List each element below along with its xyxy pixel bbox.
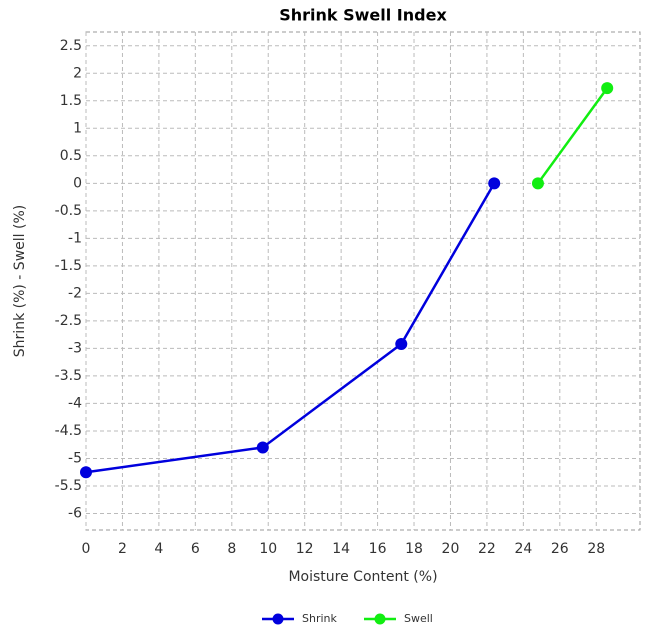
legend-label: Shrink (302, 612, 338, 625)
data-point (601, 82, 614, 95)
x-tick-label: 16 (369, 541, 387, 557)
y-tick-label: 0.5 (60, 148, 82, 164)
x-tick-label: 20 (442, 541, 460, 557)
x-tick-label: 6 (191, 541, 200, 557)
y-tick-label: 2 (73, 65, 82, 81)
data-point (531, 177, 544, 190)
legend-marker (272, 613, 284, 625)
legend-label: Swell (404, 612, 433, 625)
data-point (395, 338, 408, 351)
y-tick-label: 0 (73, 175, 82, 191)
data-point (256, 441, 269, 454)
chart-title: Shrink Swell Index (279, 6, 447, 25)
y-tick-label: -3 (68, 340, 82, 356)
x-tick-label: 0 (82, 541, 91, 557)
y-tick-label: -4.5 (55, 423, 82, 439)
series-line (536, 87, 609, 185)
legend-marker (374, 613, 386, 625)
data-point (80, 466, 92, 479)
y-tick-label: -5 (68, 450, 82, 466)
y-tick-label: -4 (68, 395, 82, 411)
y-tick-label: -5.5 (55, 478, 82, 494)
x-tick-label: 8 (227, 541, 236, 557)
y-tick-label: -1 (68, 230, 82, 246)
x-tick-label: 18 (405, 541, 423, 557)
x-tick-label: 22 (478, 541, 496, 557)
y-tick-label: 2.5 (60, 38, 82, 54)
x-tick-label: 10 (259, 541, 277, 557)
x-tick-label: 4 (154, 541, 163, 557)
series-line (85, 182, 496, 474)
x-axis-label: Moisture Content (%) (288, 569, 437, 585)
x-tick-label: 24 (514, 541, 532, 557)
data-point (488, 177, 501, 190)
y-tick-label: 1.5 (60, 93, 82, 109)
y-tick-label: -1.5 (55, 258, 82, 274)
x-tick-label: 12 (296, 541, 314, 557)
y-tick-label: -3.5 (55, 368, 82, 384)
y-tick-label: -2 (68, 285, 82, 301)
x-tick-label: 28 (587, 541, 605, 557)
y-tick-label: 1 (73, 120, 82, 136)
x-tick-label: 14 (332, 541, 350, 557)
y-tick-label: -2.5 (55, 313, 82, 329)
y-tick-label: -6 (68, 505, 82, 521)
x-tick-label: 2 (118, 541, 127, 557)
y-axis-label: Shrink (%) - Swell (%) (12, 205, 28, 357)
y-tick-label: -0.5 (55, 203, 82, 219)
x-tick-label: 26 (551, 541, 569, 557)
plot-area (85, 31, 641, 531)
